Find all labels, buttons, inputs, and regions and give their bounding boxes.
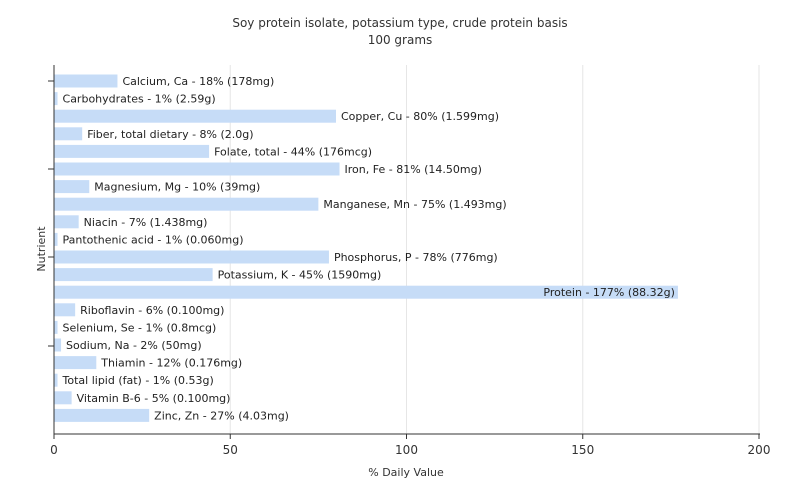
bar-label: Phosphorus, P - 78% (776mg) bbox=[334, 251, 498, 264]
bar-label: Potassium, K - 45% (1590mg) bbox=[218, 269, 382, 282]
bar-label: Protein - 177% (88.32g) bbox=[543, 286, 675, 299]
bar bbox=[54, 408, 150, 422]
x-ticks-group: 0 50 100 150 200 bbox=[50, 434, 770, 457]
y-axis-label: Nutrient bbox=[35, 226, 48, 272]
bar bbox=[54, 232, 58, 246]
bar-labels-group: Calcium, Ca - 18% (178mg) Carbohydrates -… bbox=[62, 75, 675, 422]
bar bbox=[54, 127, 83, 141]
bar bbox=[54, 391, 72, 405]
bar bbox=[54, 303, 76, 317]
bar-label: Thiamin - 12% (0.176mg) bbox=[100, 357, 242, 370]
bar-label: Carbohydrates - 1% (2.59g) bbox=[63, 93, 216, 106]
bar bbox=[54, 74, 118, 88]
bar bbox=[54, 197, 319, 211]
bar-label: Selenium, Se - 1% (0.8mcg) bbox=[63, 321, 217, 334]
bar bbox=[54, 144, 210, 158]
x-tick-label: 100 bbox=[395, 443, 418, 457]
bar bbox=[54, 162, 340, 176]
x-tick-label: 200 bbox=[748, 443, 771, 457]
bar-label: Calcium, Ca - 18% (178mg) bbox=[122, 75, 274, 88]
x-axis-label: % Daily Value bbox=[368, 466, 444, 479]
bar bbox=[54, 373, 58, 387]
bar bbox=[54, 215, 79, 229]
x-tick-label: 150 bbox=[571, 443, 594, 457]
bar bbox=[54, 320, 58, 334]
x-tick-label: 0 bbox=[50, 443, 58, 457]
bar bbox=[54, 180, 90, 194]
bar-label: Magnesium, Mg - 10% (39mg) bbox=[94, 181, 260, 194]
bar-label: Fiber, total dietary - 8% (2.0g) bbox=[87, 128, 253, 141]
bar-label: Manganese, Mn - 75% (1.493mg) bbox=[323, 198, 506, 211]
bar-label: Iron, Fe - 81% (14.50mg) bbox=[345, 163, 482, 176]
bar bbox=[54, 92, 58, 106]
gridlines bbox=[229, 65, 760, 434]
bar bbox=[54, 356, 97, 370]
chart-subtitle: 100 grams bbox=[368, 33, 433, 47]
bar-label: Vitamin B-6 - 5% (0.100mg) bbox=[77, 392, 231, 405]
bar-label: Niacin - 7% (1.438mg) bbox=[84, 216, 208, 229]
bar-label: Zinc, Zn - 27% (4.03mg) bbox=[154, 409, 289, 422]
x-tick-label: 50 bbox=[223, 443, 238, 457]
bar-label: Total lipid (fat) - 1% (0.53g) bbox=[62, 374, 214, 387]
bar bbox=[54, 109, 336, 123]
bar-label: Riboflavin - 6% (0.100mg) bbox=[80, 304, 224, 317]
bar bbox=[54, 250, 329, 264]
bar bbox=[54, 338, 62, 352]
bar-label: Folate, total - 44% (176mcg) bbox=[214, 145, 372, 158]
bar bbox=[54, 268, 213, 282]
chart-title: Soy protein isolate, potassium type, cru… bbox=[232, 16, 567, 30]
bar-label: Sodium, Na - 2% (50mg) bbox=[66, 339, 202, 352]
bar bbox=[54, 285, 678, 299]
bars-group bbox=[54, 74, 678, 422]
bar-label: Pantothenic acid - 1% (0.060mg) bbox=[63, 233, 244, 246]
bar-label: Copper, Cu - 80% (1.599mg) bbox=[341, 110, 499, 123]
